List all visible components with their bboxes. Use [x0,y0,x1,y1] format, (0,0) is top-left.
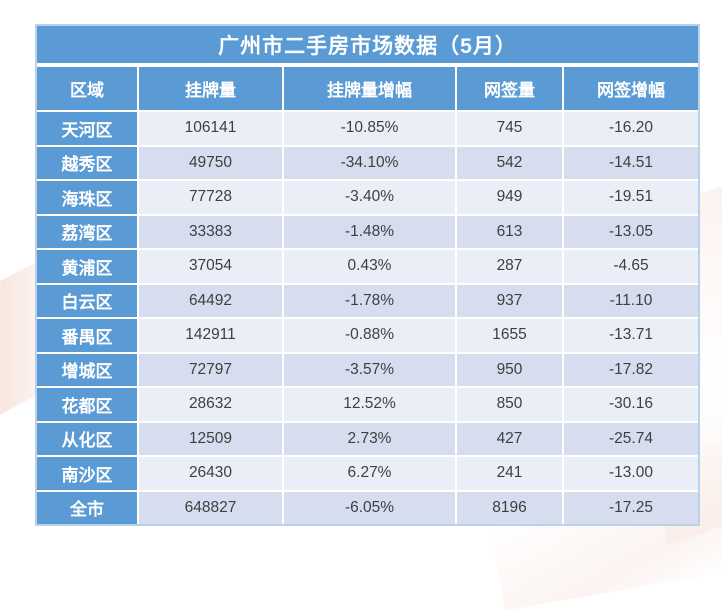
value-cell: -13.71 [564,319,698,352]
value-cell: 937 [457,284,562,317]
value-cell: 77728 [139,181,282,214]
table-row: 越秀区 49750 -34.10% 542 -14.51 [37,146,698,179]
table-row: 增城区 72797 -3.57% 950 -17.82 [37,353,698,386]
column-header: 挂牌量增幅 [284,67,455,110]
district-cell: 白云区 [37,284,137,317]
value-cell: 28632 [139,388,282,421]
value-cell: -17.82 [564,353,698,386]
value-cell: -3.57% [284,353,455,386]
column-header: 挂牌量 [139,67,282,110]
value-cell: -17.25 [564,491,698,524]
value-cell: -3.40% [284,181,455,214]
value-cell: -14.51 [564,146,698,179]
table-row: 白云区 64492 -1.78% 937 -11.10 [37,284,698,317]
value-cell: 26430 [139,457,282,490]
table-title: 广州市二手房市场数据（5月） [37,26,698,63]
value-cell: -13.00 [564,457,698,490]
value-cell: -25.74 [564,422,698,455]
value-cell: 950 [457,353,562,386]
value-cell: 850 [457,388,562,421]
district-cell: 黄浦区 [37,250,137,283]
value-cell: -1.78% [284,284,455,317]
district-cell: 增城区 [37,353,137,386]
value-cell: 1655 [457,319,562,352]
table-row: 从化区 12509 2.73% 427 -25.74 [37,422,698,455]
value-cell: 37054 [139,250,282,283]
value-cell: 542 [457,146,562,179]
value-cell: 241 [457,457,562,490]
district-cell: 荔湾区 [37,215,137,248]
value-cell: -34.10% [284,146,455,179]
district-cell: 越秀区 [37,146,137,179]
value-cell: 745 [457,112,562,145]
column-header: 区域 [37,67,137,110]
value-cell: 427 [457,422,562,455]
value-cell: 6.27% [284,457,455,490]
column-header: 网签量 [457,67,562,110]
value-cell: -30.16 [564,388,698,421]
value-cell: -16.20 [564,112,698,145]
table-row: 海珠区 77728 -3.40% 949 -19.51 [37,181,698,214]
value-cell: 0.43% [284,250,455,283]
value-cell: 12.52% [284,388,455,421]
table-row: 花都区 28632 12.52% 850 -30.16 [37,388,698,421]
value-cell: 33383 [139,215,282,248]
value-cell: -19.51 [564,181,698,214]
value-cell: 12509 [139,422,282,455]
table-row: 荔湾区 33383 -1.48% 613 -13.05 [37,215,698,248]
value-cell: 64492 [139,284,282,317]
district-cell: 天河区 [37,112,137,145]
table-row: 天河区 106141 -10.85% 745 -16.20 [37,112,698,145]
table-row: 黄浦区 37054 0.43% 287 -4.65 [37,250,698,283]
value-cell: 8196 [457,491,562,524]
page: { "page": { "title": "广州市二手房市场数据（5月）" },… [0,24,722,611]
table-row: 全市 648827 -6.05% 8196 -17.25 [37,491,698,524]
value-cell: 287 [457,250,562,283]
column-header: 网签增幅 [564,67,698,110]
value-cell: -13.05 [564,215,698,248]
value-cell: -0.88% [284,319,455,352]
value-cell: 72797 [139,353,282,386]
table-row: 番禺区 142911 -0.88% 1655 -13.71 [37,319,698,352]
value-cell: 613 [457,215,562,248]
table-header-row: 区域 挂牌量 挂牌量增幅 网签量 网签增幅 [37,67,698,110]
district-cell: 花都区 [37,388,137,421]
value-cell: 106141 [139,112,282,145]
district-cell: 南沙区 [37,457,137,490]
value-cell: 142911 [139,319,282,352]
value-cell: -6.05% [284,491,455,524]
district-cell: 海珠区 [37,181,137,214]
value-cell: 2.73% [284,422,455,455]
district-cell: 全市 [37,491,137,524]
value-cell: -4.65 [564,250,698,283]
value-cell: -10.85% [284,112,455,145]
table-body: 天河区 106141 -10.85% 745 -16.20 越秀区 49750 -34.10%… [37,112,698,524]
district-cell: 番禺区 [37,319,137,352]
value-cell: -1.48% [284,215,455,248]
value-cell: 648827 [139,491,282,524]
value-cell: 49750 [139,146,282,179]
value-cell: 949 [457,181,562,214]
value-cell: -11.10 [564,284,698,317]
table-row: 南沙区 26430 6.27% 241 -13.00 [37,457,698,490]
district-cell: 从化区 [37,422,137,455]
housing-data-table: 广州市二手房市场数据（5月） 区域 挂牌量 挂牌量增幅 网签量 网签增幅 天河区 1061… [35,24,700,526]
